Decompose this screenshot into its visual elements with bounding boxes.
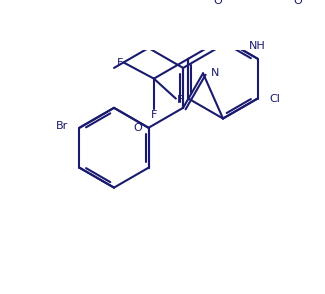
Text: F: F [151,110,157,120]
Text: N: N [211,68,220,78]
Text: NH: NH [249,41,266,51]
Text: Br: Br [56,121,68,131]
Text: F: F [117,58,123,68]
Text: O: O [293,0,302,6]
Text: Cl: Cl [269,93,280,103]
Text: O: O [213,0,222,6]
Text: F: F [177,95,183,105]
Text: O: O [133,123,142,133]
